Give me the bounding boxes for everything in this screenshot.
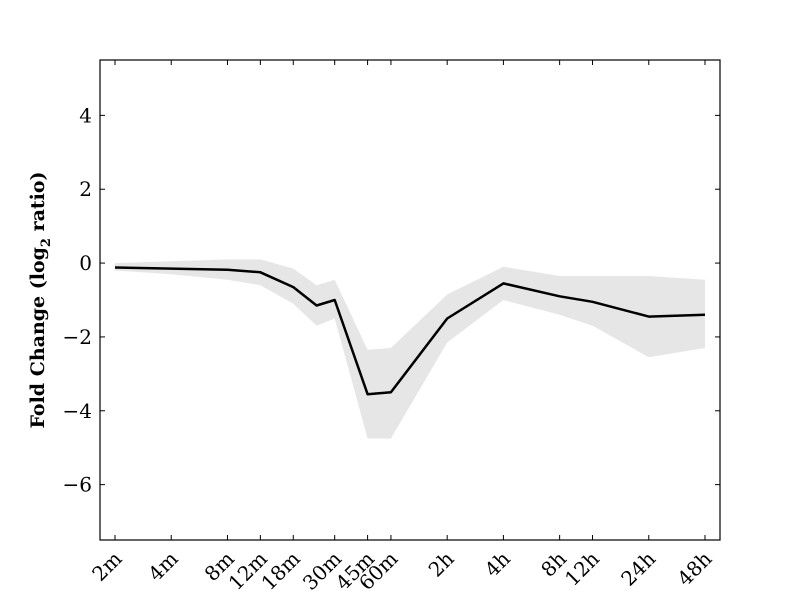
y-tick-label: −2 [63, 325, 92, 349]
y-axis-title-suffix: ratio) [27, 171, 49, 238]
y-tick-label: 4 [79, 103, 92, 127]
x-tick-label: 48h [672, 546, 716, 590]
x-tick-label: 2m [87, 547, 126, 586]
x-tick-label: 18m [256, 547, 304, 595]
y-tick-label: −4 [63, 399, 92, 423]
y-tick-label: 2 [79, 177, 92, 201]
plot-frame [99, 59, 721, 541]
y-axis-title-main: Fold Change (log [27, 247, 49, 428]
x-tick-label: 12h [560, 546, 604, 590]
x-tick-label: 4h [480, 546, 515, 581]
y-axis-ticks: 4 2 0 −2 −4 −6 [63, 103, 720, 497]
y-axis-title: Fold Change (log2 ratio) [27, 171, 54, 428]
confidence-band-layer [115, 259, 705, 439]
y-tick-label: 0 [79, 251, 92, 275]
x-tick-label: 2h [424, 546, 459, 581]
x-tick-label: 24h [616, 546, 660, 590]
y-axis-title-subscript: 2 [39, 238, 54, 247]
series-line [114, 266, 706, 396]
x-tick-label: 4m [143, 547, 182, 586]
series-line-layer [114, 266, 706, 396]
confidence-band [115, 259, 705, 439]
y-tick-label: −6 [63, 473, 92, 497]
